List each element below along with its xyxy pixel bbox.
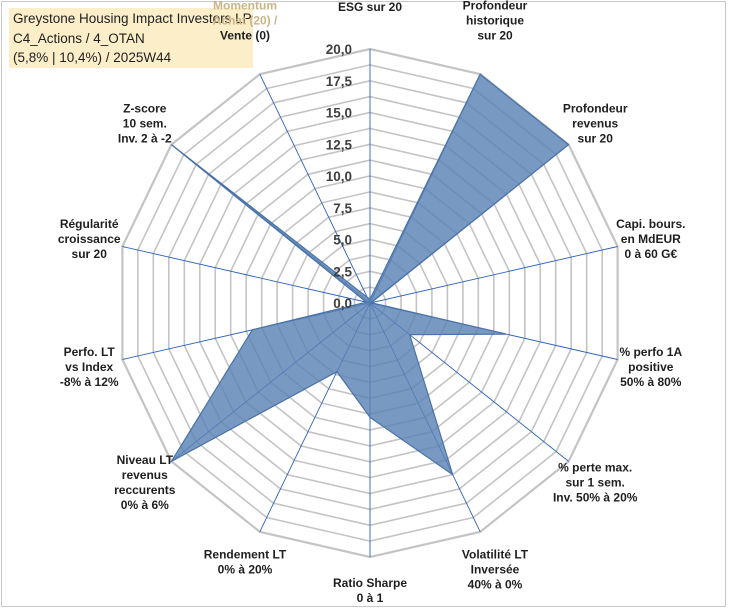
axis-label-line: Inversée: [471, 563, 520, 577]
axis-label-line: Vente (0): [220, 29, 270, 43]
tick-label: 2,5: [333, 264, 352, 279]
axis-label-line: Achat (20) /: [213, 14, 278, 28]
chart-title-company: Greystone Housing Impact Investors LP: [13, 11, 252, 26]
series-area: [169, 73, 570, 477]
radar-tick-labels: 0,0 2,5 5,0 7,5 10,0 12,5 15,0 17,5 20,0: [326, 42, 353, 311]
axis-label-line: reccurents: [114, 483, 176, 497]
axis-spoke: [259, 74, 371, 304]
axis-label-line: % perfo 1A: [619, 345, 682, 359]
chart-title-box: Greystone Housing Impact Investors LP C4…: [9, 8, 253, 68]
axis-label: % perte max.sur 1 sem.Inv. 50% à 20%: [553, 461, 638, 505]
tick-label: 0,0: [333, 296, 352, 311]
axis-label-line: -8% à 12%: [60, 375, 119, 389]
tick-label: 17,5: [326, 74, 353, 89]
axis-label-line: Inv. 2 à -2: [118, 131, 172, 145]
axis-label-line: Niveau LT: [117, 453, 174, 467]
chart-title-performance: (5,8% | 10,4%) / 2025W44: [13, 50, 172, 65]
tick-label: 15,0: [326, 106, 352, 121]
axis-label-line: positive: [628, 360, 674, 374]
axis-label-line: historique: [466, 14, 524, 28]
axis-label-line: Profondeur: [563, 101, 628, 115]
axis-label: Rendement LT0% à 20%: [204, 548, 287, 577]
axis-label-line: en MdEUR: [621, 232, 681, 246]
axis-label-line: Volatilité LT: [462, 548, 529, 562]
axis-label-line: croissance: [58, 232, 121, 246]
axis-label-line: ESG sur 20: [338, 0, 402, 14]
axis-label-line: Ratio Sharpe: [333, 576, 407, 590]
axis-label-line: 50% à 80%: [620, 375, 682, 389]
axis-label-line: sur 20: [477, 29, 513, 43]
axis-label-line: Régularité: [60, 217, 119, 231]
axis-label-line: Momentum: [213, 0, 277, 13]
axis-label-line: Z-score: [123, 101, 167, 115]
axis-label-line: Capi. bours.: [616, 217, 685, 231]
axis-spoke: [122, 246, 371, 304]
radar-series: [169, 73, 570, 477]
axis-label-line: Rendement LT: [204, 548, 287, 562]
axis-label-line: sur 20: [578, 131, 614, 145]
axis-label-line: 0 à 60 G€: [624, 247, 677, 261]
tick-label: 10,0: [326, 169, 352, 184]
axis-label-line: 10 sem.: [123, 116, 167, 130]
tick-label: 7,5: [333, 201, 352, 216]
axis-label-line: 0 à 1: [357, 591, 384, 605]
axis-label-line: revenus: [572, 116, 618, 130]
axis-label-line: vs Index: [65, 360, 113, 374]
axis-label-line: sur 20: [72, 247, 108, 261]
axis-label-line: 40% à 0%: [468, 578, 523, 592]
axis-label-line: Perfo. LT: [64, 345, 116, 359]
axis-label-line: 0% à 20%: [218, 563, 273, 577]
axis-label-line: % perte max.: [558, 461, 632, 475]
axis-label-line: sur 1 sem.: [566, 476, 625, 490]
axis-label-line: Profondeur: [463, 0, 528, 13]
chart-title-category: C4_Actions / 4_OTAN: [13, 31, 145, 46]
axis-label-line: 0% à 6%: [121, 498, 169, 512]
axis-label: NoteESG sur 20: [338, 0, 402, 14]
tick-label: 20,0: [326, 42, 352, 57]
axis-label-line: Inv. 50% à 20%: [553, 491, 638, 505]
tick-label: 5,0: [333, 233, 352, 248]
axis-spoke: [369, 246, 618, 304]
axis-label-line: revenus: [122, 468, 168, 482]
tick-label: 12,5: [326, 137, 353, 152]
